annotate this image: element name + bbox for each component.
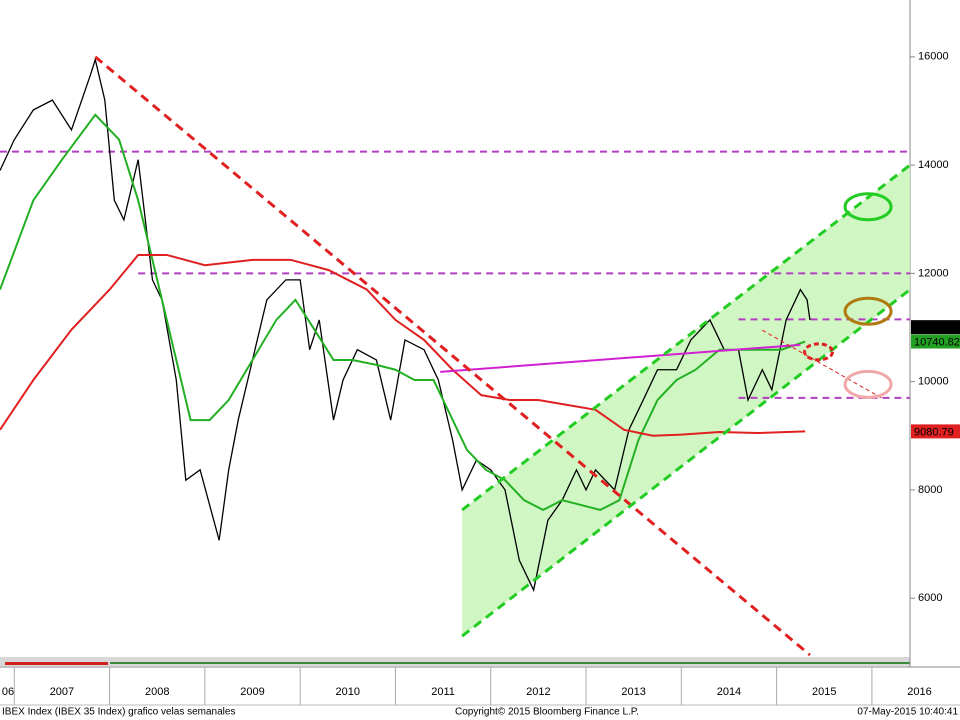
series-line [0, 253, 806, 437]
footer-center: Copyright© 2015 Bloomberg Finance L.P. [455, 707, 639, 718]
x-tick-label: 2009 [240, 686, 264, 698]
series-line [0, 113, 806, 512]
series-line [0, 57, 811, 593]
strip [0, 657, 910, 666]
target-ellipse [803, 342, 835, 362]
footer-right: 07-May-2015 10:40:41 [857, 707, 958, 718]
x-tick-label: 2008 [145, 686, 169, 698]
x-tick-label: 2011 [431, 686, 455, 698]
trendline [461, 163, 911, 512]
channel-fill [462, 165, 910, 637]
y-tick-label: 14000 [918, 159, 949, 171]
strip-segment [110, 662, 910, 664]
trendline [461, 288, 911, 638]
last-value-label: 9080.79 [914, 426, 954, 438]
x-tick-label: 2007 [50, 686, 74, 698]
trendline [94, 55, 811, 657]
target-ellipse [843, 296, 893, 326]
y-tick-label: 10000 [918, 376, 949, 388]
x-tick-label: 2015 [812, 686, 836, 698]
target-ellipse [843, 192, 893, 222]
y-tick-label: 12000 [918, 267, 949, 279]
x-tick-label: 2016 [907, 686, 931, 698]
footer-left: IBEX Index (IBEX 35 Index) grafico velas… [2, 707, 235, 718]
y-tick-label: 16000 [918, 51, 949, 63]
strip-segment [5, 662, 108, 665]
series-line [440, 343, 801, 373]
y-tick-label: 8000 [918, 484, 942, 496]
x-tick-label: 2014 [717, 686, 741, 698]
target-ellipse [843, 369, 893, 399]
last-value-box [911, 320, 960, 335]
x-tick-label: 2012 [526, 686, 550, 698]
last-value-box [911, 424, 960, 439]
y-tick-label: 6000 [918, 592, 942, 604]
last-value-label: 11006.40 [914, 322, 959, 334]
last-value-box [911, 334, 960, 349]
trendline [762, 329, 882, 399]
x-tick-label: 2010 [336, 686, 360, 698]
x-tick-label: 2013 [621, 686, 645, 698]
x-tick-label: 06 [2, 686, 14, 698]
last-value-label: 10740.82 [914, 336, 960, 348]
